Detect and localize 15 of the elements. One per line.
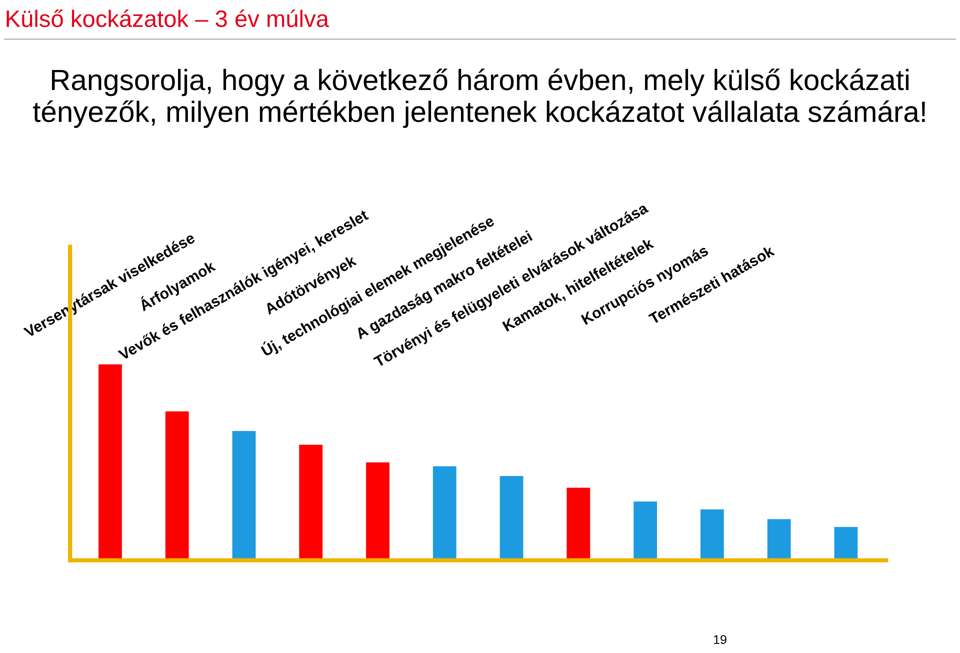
bar xyxy=(98,364,122,560)
chart-title: Külső kockázatok – 3 év múlva xyxy=(6,10,329,28)
bar xyxy=(500,476,524,560)
bar xyxy=(366,462,390,560)
bar xyxy=(232,430,256,560)
bar xyxy=(165,411,189,560)
bar xyxy=(767,519,791,560)
bar xyxy=(566,488,590,560)
bar xyxy=(634,502,657,560)
bar xyxy=(700,509,724,560)
text: 19 xyxy=(714,635,726,644)
bar xyxy=(834,526,858,560)
chart-subtitle: Rangsorolja, hogy a következő három évben, mely külső kockázati tényezők, milyen mértékben jelentenek kockázatot vállalata számára! xyxy=(33,68,925,128)
bar xyxy=(299,444,323,560)
bar xyxy=(432,466,456,560)
